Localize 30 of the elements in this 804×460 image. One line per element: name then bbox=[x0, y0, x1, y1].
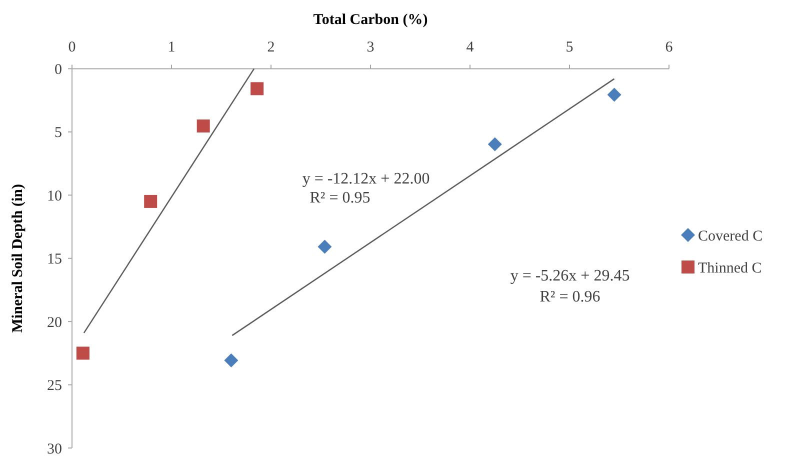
annotation: R² = 0.96 bbox=[540, 288, 600, 306]
point bbox=[318, 240, 332, 254]
x-tick-label: 2 bbox=[267, 40, 275, 56]
x-tick-label: 3 bbox=[366, 40, 374, 56]
annotation: y = -5.26x + 29.45 bbox=[510, 268, 630, 285]
x-tick-label: 6 bbox=[665, 40, 674, 56]
point bbox=[196, 119, 210, 132]
point bbox=[488, 137, 502, 152]
y-tick-label: 25 bbox=[47, 378, 62, 394]
y-tick-label: 10 bbox=[47, 188, 62, 204]
legend-label: Thinned C bbox=[698, 260, 762, 276]
x-tick-label: 5 bbox=[566, 40, 574, 56]
x-tick-label: 0 bbox=[68, 40, 76, 56]
y-tick-label: 30 bbox=[47, 441, 62, 458]
x-tick-label: 4 bbox=[466, 40, 474, 56]
x-axis-title: Total Carbon (%) bbox=[313, 12, 428, 28]
annotation: R² = 0.95 bbox=[310, 190, 370, 207]
x-tick-label: 1 bbox=[168, 40, 176, 56]
y-tick-label: 15 bbox=[47, 252, 62, 268]
point bbox=[224, 353, 238, 368]
y-tick-label: 5 bbox=[54, 125, 62, 142]
point bbox=[144, 194, 158, 208]
legend-label: Covered C bbox=[698, 228, 763, 244]
point bbox=[76, 346, 90, 360]
y-tick-label: 20 bbox=[47, 314, 62, 331]
annotation: y = -12.12x + 22.00 bbox=[302, 170, 430, 188]
y-axis-title: Mineral Soil Depth (in) bbox=[10, 184, 26, 333]
y-tick-label: 0 bbox=[54, 62, 62, 78]
point bbox=[250, 82, 264, 96]
point bbox=[607, 88, 622, 102]
